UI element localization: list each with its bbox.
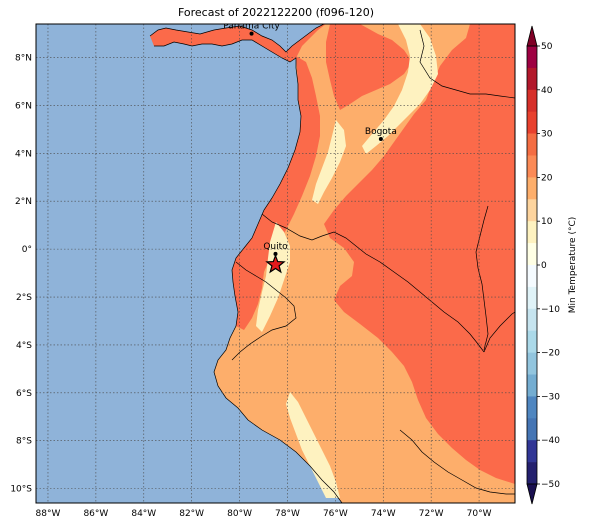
colorbar-band: [527, 243, 537, 266]
colorbar-tick-label: −10: [541, 305, 560, 315]
lon-tick-label: 72°W: [419, 509, 444, 519]
graticule: [36, 24, 515, 503]
city-label: Quito: [263, 242, 288, 252]
map-frame: [35, 23, 516, 504]
lat-tick-label: 4°N: [15, 149, 32, 159]
colorbar-tick-label: 30: [541, 130, 553, 140]
colorbar-band: [527, 111, 537, 134]
colorbar-band: [527, 440, 537, 463]
axis-ticks: 88°W 86°W 84°W 82°W 80°W 78°W 76°W 74°W 72°W 70°W…: [10, 54, 491, 519]
lon-tick-label: 84°W: [131, 509, 156, 519]
lat-tick-label: 0°: [22, 245, 32, 255]
colorbar-band: [527, 155, 537, 178]
colorbar-tick-label: 50: [541, 42, 553, 52]
lat-tick-label: 6°S: [16, 389, 32, 399]
colorbar: 50 40 30 20 10 0 −10 −20 −30 −40 −50 Min Temperatur…: [526, 25, 578, 505]
colorbar-band: [527, 67, 537, 91]
colorbar-band: [527, 418, 537, 441]
colorbar-band: [527, 462, 537, 485]
city-label: Bogota: [365, 127, 397, 137]
colorbar-tick-label: −30: [541, 392, 560, 402]
colorbar-band: [527, 46, 537, 69]
colorbar-tick-label: 20: [541, 173, 553, 183]
colorbar-band: [527, 352, 537, 375]
colorbar-over-arrow: [526, 25, 538, 47]
cool-band-central-cordillera: [312, 120, 346, 204]
lon-tick-label: 78°W: [275, 509, 300, 519]
country-borders: [149, 24, 515, 503]
lat-tick-label: 10°S: [10, 485, 32, 495]
lat-tick-label: 6°N: [15, 101, 32, 111]
colorbar-band: [527, 221, 537, 244]
colorbar-tick-label: −40: [541, 436, 560, 446]
city-dot: [273, 251, 278, 256]
colorbar-tick-label: 0: [541, 261, 547, 271]
colorbar-band: [527, 374, 537, 397]
lon-tick-label: 80°W: [227, 509, 252, 519]
colorbar-tick-label: 10: [541, 217, 553, 227]
city-markers: Panama City Bogota Quito: [223, 22, 397, 256]
lon-tick-label: 74°W: [371, 509, 396, 519]
colorbar-band: [527, 199, 537, 222]
colorbar-band: [527, 133, 537, 156]
lon-tick-label: 88°W: [36, 509, 61, 519]
city-dot: [378, 136, 383, 141]
lon-tick-label: 82°W: [179, 509, 204, 519]
colorbar-tick-label: 40: [541, 86, 553, 96]
warm-band-east: [324, 24, 515, 484]
colorbar-label: Min Temperature (°C): [568, 217, 578, 314]
lat-tick-label: 8°N: [15, 54, 32, 64]
colorbar-band: [527, 286, 537, 310]
lat-tick-label: 2°S: [16, 293, 32, 303]
colorbar-under-arrow: [526, 483, 538, 505]
city-dot: [249, 31, 254, 36]
land-mass-central-america: [150, 24, 326, 62]
colorbar-band: [527, 265, 537, 288]
lon-tick-label: 86°W: [83, 509, 108, 519]
colorbar-band: [527, 89, 537, 112]
colorbar-tick-label: −20: [541, 349, 560, 359]
cool-band-peru-andes: [286, 392, 340, 498]
lat-tick-label: 4°S: [16, 341, 32, 351]
colorbar-tick-label: −50: [541, 480, 560, 490]
lon-tick-label: 70°W: [467, 509, 492, 519]
cool-band-andes-east: [362, 24, 438, 154]
city-label: Panama City: [223, 22, 280, 32]
colorbar-band: [527, 177, 537, 200]
cool-band-andes-south: [256, 222, 290, 332]
colorbar-band: [527, 330, 537, 353]
lat-tick-label: 2°N: [15, 197, 32, 207]
colorbar-band: [527, 396, 537, 419]
warm-band-north-colombia: [326, 24, 412, 110]
lat-tick-label: 8°S: [16, 437, 32, 447]
lon-tick-label: 76°W: [323, 509, 348, 519]
warm-band-pacific-coast: [232, 56, 320, 330]
location-star-marker: [265, 253, 286, 274]
colorbar-band: [527, 308, 537, 331]
map-title: Forecast of 2022122200 (f096-120): [177, 6, 375, 19]
